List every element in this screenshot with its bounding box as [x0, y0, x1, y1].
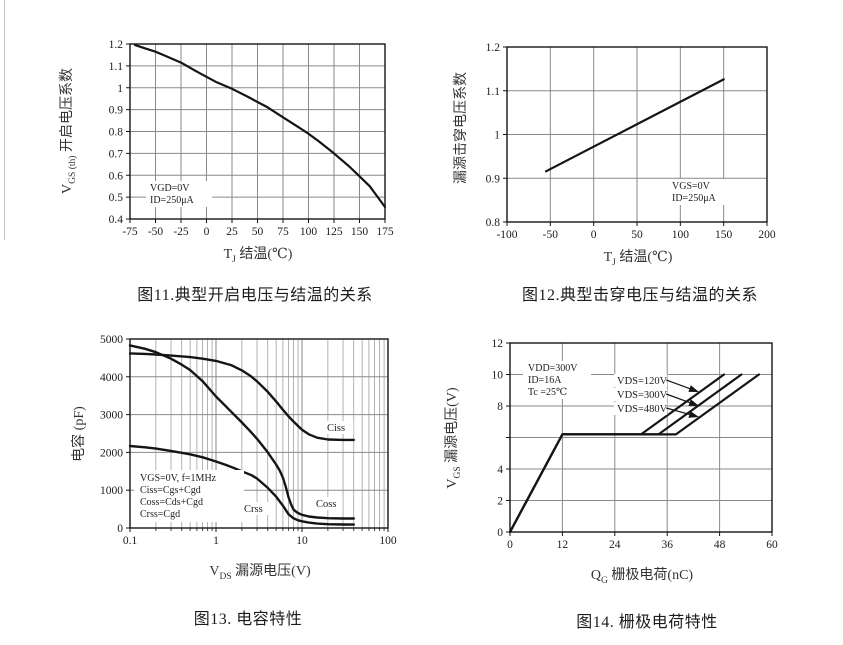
fig14-y-tick: 2	[497, 496, 503, 508]
fig13-y-tick: 4000	[100, 372, 123, 384]
fig11-y-tick: 0.4	[109, 214, 124, 226]
fig14-condition: Tc =25℃	[528, 387, 567, 398]
fig13-y-tick: 0	[117, 523, 123, 535]
fig11-x-tick: 100	[300, 226, 318, 238]
fig11-caption: 图11.典型开启电压与结温的关系	[137, 287, 373, 304]
fig14-x-axis-label: QG 栅极电荷(nC)	[590, 568, 694, 586]
fig13-y-tick: 5000	[100, 334, 123, 346]
fig11-x-tick: 125	[325, 226, 343, 238]
fig11-y-axis-label: VGS (th) 开启电压系数	[60, 68, 78, 194]
fig12-x-tick: 0	[591, 229, 597, 241]
fig12-y-tick: 0.9	[486, 173, 501, 185]
fig11-y-tick: 0.6	[109, 170, 124, 182]
fig13-curve-Coss	[128, 344, 355, 520]
fig14-arrowhead	[688, 399, 699, 406]
fig13-x-tick: 100	[379, 535, 397, 547]
fig11-x-tick: 75	[277, 226, 289, 238]
fig12-x-tick: -50	[543, 229, 559, 241]
fig13-y-axis-label: 电容 (pF)	[72, 406, 88, 462]
fig14-x-tick: 60	[766, 539, 778, 551]
fig13-y-tick: 1000	[100, 485, 123, 497]
fig11-x-tick: 175	[376, 226, 394, 238]
fig11-y-tick: 1	[117, 83, 123, 95]
fig14-y-tick: 8	[497, 401, 503, 413]
fig11-y-tick: 0.8	[109, 127, 124, 139]
fig13-curve-label: Crss	[244, 504, 263, 515]
fig12-curve-breakdown-voltage-coefficient	[544, 78, 725, 173]
fig14-caption: 图14. 栅极电荷特性	[576, 614, 718, 631]
fig12-plot: -100 -50 0 50 100 150 200 0.8 0.9 1 1.1 1.2 VGS=0VID…	[486, 42, 776, 241]
fig13-condition: Crss=Cgd	[140, 509, 180, 520]
fig13-caption: 图13. 电容特性	[193, 611, 303, 628]
fig14-y-tick: 4	[497, 464, 503, 476]
fig14-y-axis-label: VGS 漏源电压(V)	[445, 387, 463, 489]
fig11-x-tick: 50	[252, 226, 264, 238]
fig11-condition: VGD=0V	[150, 183, 190, 194]
fig14-curve-label: VDS=300V	[617, 390, 668, 401]
fig14-curve-label: VDS=480V	[617, 404, 668, 415]
fig12-x-tick: 200	[758, 229, 776, 241]
fig14-condition: VDD=300V	[528, 363, 578, 374]
fig13-curve-label: Coss	[316, 499, 336, 510]
fig11-y-tick: 1.1	[109, 61, 124, 73]
fig12-y-axis-label: 漏源击穿电压系数	[454, 72, 470, 184]
fig13-x-tick: 10	[296, 535, 308, 547]
fig11-y-tick: 0.7	[109, 148, 124, 160]
fig11-y-tick: 1.2	[109, 39, 124, 51]
fig14-curve-VDS=480V	[508, 373, 761, 534]
fig12-x-tick: -100	[496, 229, 517, 241]
fig14-curve-label: VDS=120V	[617, 376, 668, 387]
fig11-condition: ID=250μA	[150, 195, 195, 206]
page-edge-scanline	[4, 0, 5, 240]
fig13-x-axis-label: VDS 漏源电压(V)	[209, 564, 311, 582]
fig13-condition: VGS=0V, f=1MHz	[140, 473, 217, 484]
fig13-x-tick: 1	[213, 535, 219, 547]
fig13-condition: Ciss=Cgs+Cgd	[140, 485, 201, 496]
fig14-arrowhead	[688, 410, 699, 418]
fig14-y-tick: 12	[492, 338, 504, 350]
fig12-x-tick: 50	[631, 229, 643, 241]
fig12-condition: ID=250μA	[672, 193, 717, 204]
fig12-x-axis-label: TJ 结温(℃)	[603, 250, 673, 268]
fig11-plot: -75 -50 -25 0 25 50 75 100 125 150 175 0.4 0.5 0.6 0.7…	[109, 39, 394, 238]
fig12-y-tick: 1	[494, 130, 500, 142]
fig11-x-tick: 25	[226, 226, 238, 238]
fig14-arrowhead	[688, 385, 699, 392]
fig11-curve-VGS(th)-coefficient	[134, 43, 387, 209]
fig12-x-tick: 150	[715, 229, 733, 241]
fig14-x-tick: 36	[661, 539, 673, 551]
fig12-y-tick: 1.2	[486, 42, 501, 54]
fig13-curve-Ciss	[128, 352, 355, 442]
fig14-y-tick: 0	[497, 527, 503, 539]
fig14-x-tick: 48	[714, 539, 726, 551]
fig13-x-tick: 0.1	[123, 535, 138, 547]
fig11-x-tick: 150	[351, 226, 369, 238]
fig12-x-tick: 100	[672, 229, 690, 241]
fig13-curve-Crss	[128, 444, 355, 526]
fig13-y-tick: 3000	[100, 410, 123, 422]
fig13-curve-label: Ciss	[327, 423, 345, 434]
fig14-x-tick: 12	[557, 539, 569, 551]
fig11-x-tick: -50	[148, 226, 164, 238]
fig11-x-tick: 0	[204, 226, 210, 238]
fig11-x-axis-label: TJ 结温(℃)	[223, 247, 293, 265]
fig12-y-tick: 0.8	[486, 217, 501, 229]
fig11-x-tick: -75	[122, 226, 138, 238]
fig14-x-tick: 0	[507, 539, 513, 551]
fig14-condition: ID=16A	[528, 375, 562, 386]
fig11-x-tick: -25	[173, 226, 189, 238]
fig12-caption: 图12.典型击穿电压与结温的关系	[521, 287, 759, 304]
fig12-condition: VGS=0V	[672, 181, 711, 192]
fig13-y-tick: 2000	[100, 447, 123, 459]
fig14-x-tick: 24	[609, 539, 621, 551]
fig13-condition: Coss=Cds+Cgd	[140, 497, 203, 508]
fig11-y-tick: 0.9	[109, 105, 124, 117]
fig11-y-tick: 0.5	[109, 192, 124, 204]
fig12-y-tick: 1.1	[486, 86, 501, 98]
fig14-y-tick: 10	[492, 370, 504, 382]
